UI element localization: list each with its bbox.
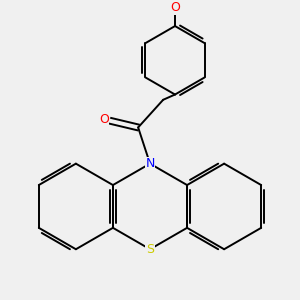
Text: O: O [170,1,180,14]
Text: N: N [145,157,155,170]
Text: O: O [99,113,109,126]
Text: S: S [146,243,154,256]
